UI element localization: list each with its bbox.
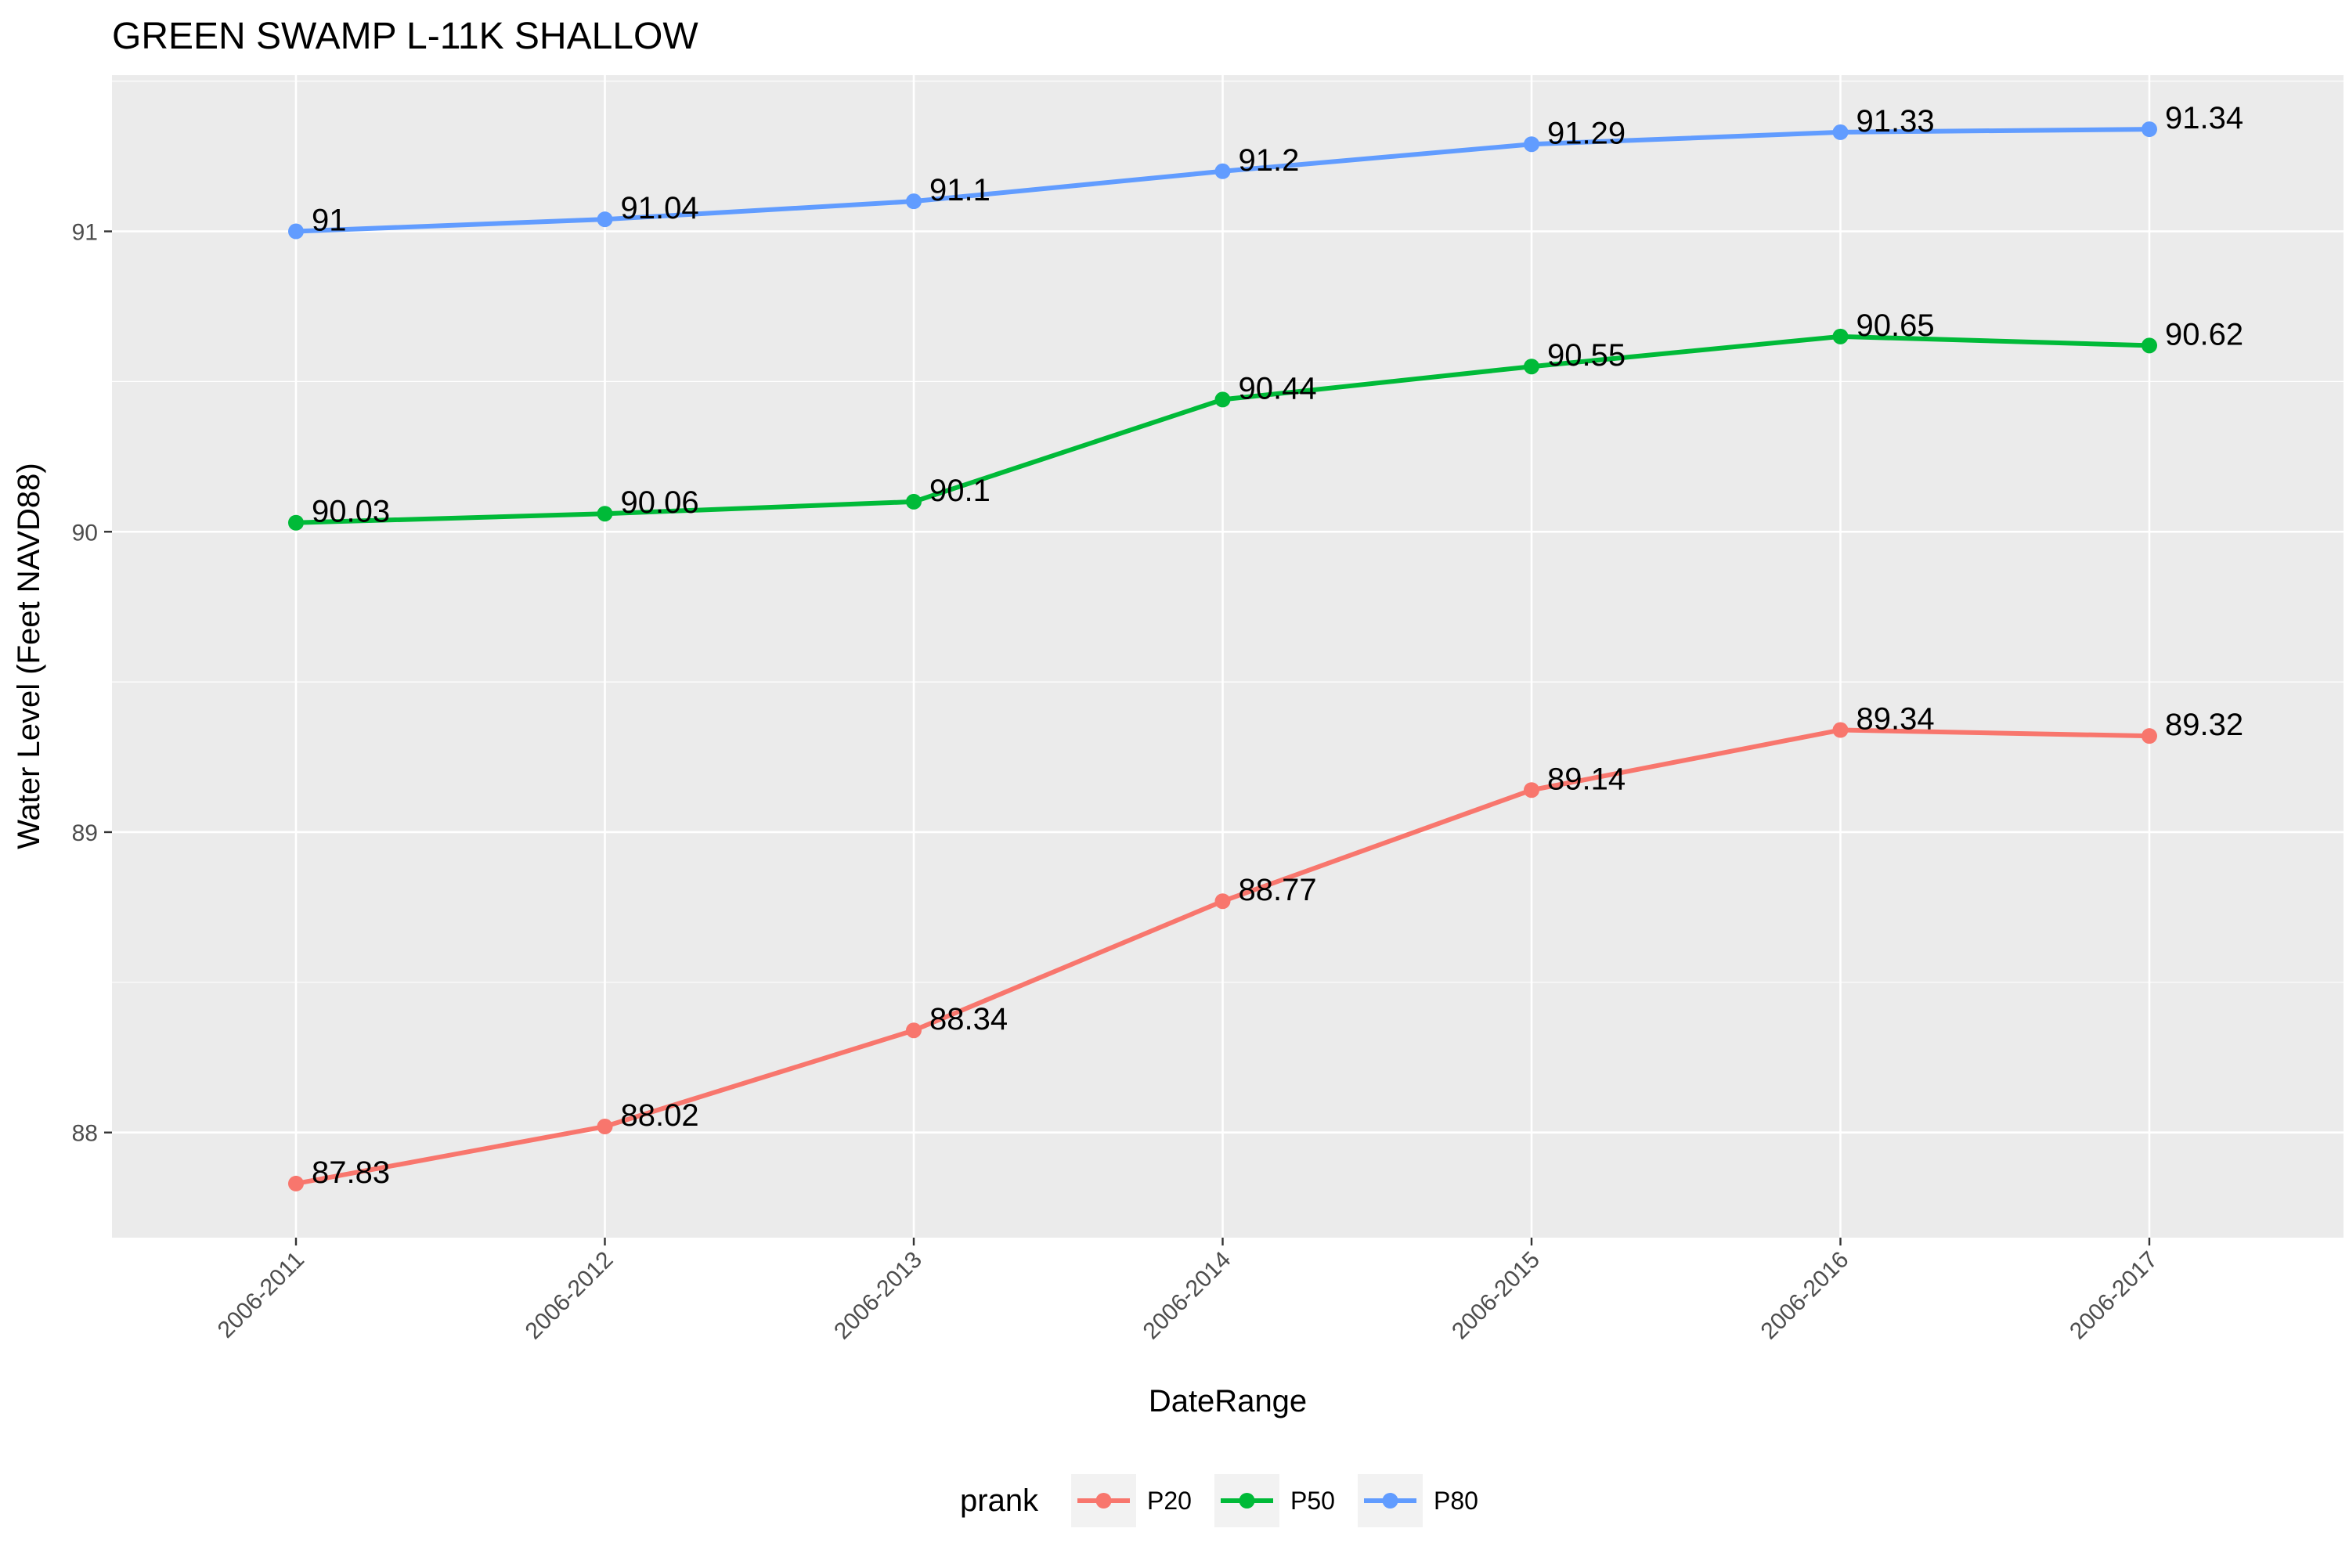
- legend-key-point: [1239, 1493, 1255, 1509]
- data-point: [906, 1022, 922, 1039]
- data-point: [1214, 893, 1231, 910]
- data-point: [597, 1119, 613, 1135]
- data-point: [1524, 136, 1539, 153]
- data-label: 88.77: [1239, 873, 1317, 907]
- data-label: 90.06: [621, 485, 699, 520]
- plot-panel: [112, 75, 2344, 1238]
- legend-key-point: [1095, 1493, 1112, 1509]
- x-tick-label: 2006-2016: [1756, 1247, 1854, 1345]
- y-tick-label: 91: [72, 220, 98, 246]
- data-label: 91.2: [1239, 143, 1300, 178]
- x-tick-label: 2006-2014: [1138, 1247, 1236, 1345]
- data-label: 89.14: [1547, 762, 1626, 796]
- data-label: 89.34: [1856, 702, 1935, 737]
- x-tick-label: 2006-2011: [213, 1247, 309, 1343]
- data-label: 91.29: [1547, 116, 1626, 150]
- data-point: [1524, 359, 1539, 375]
- data-point: [1832, 328, 1849, 344]
- chart-title: GREEN SWAMP L-11K SHALLOW: [112, 16, 698, 57]
- data-point: [1832, 124, 1849, 140]
- data-label: 91: [312, 204, 347, 238]
- data-label: 90.1: [929, 474, 990, 508]
- legend-title: prank: [960, 1483, 1039, 1518]
- legend-key-point: [1382, 1493, 1398, 1509]
- data-point: [2142, 337, 2157, 354]
- y-tick-label: 89: [72, 820, 98, 846]
- legend-label: P50: [1290, 1487, 1335, 1515]
- x-tick-label: 2006-2012: [521, 1247, 619, 1345]
- data-label: 90.55: [1547, 338, 1626, 373]
- data-label: 88.02: [621, 1098, 699, 1133]
- data-label: 91.04: [621, 191, 699, 225]
- data-point: [2142, 121, 2157, 138]
- data-label: 90.62: [2165, 317, 2243, 351]
- x-axis-title: DateRange: [1149, 1384, 1307, 1418]
- data-label: 91.33: [1856, 104, 1935, 139]
- grid-lines: [112, 75, 2344, 1238]
- data-point: [906, 493, 922, 510]
- data-point: [597, 211, 613, 228]
- data-point: [2142, 728, 2157, 744]
- legend-label: P20: [1147, 1487, 1192, 1515]
- data-point: [288, 514, 304, 531]
- y-axis-title: Water Level (Feet NAVD88): [12, 463, 46, 849]
- data-label: 91.34: [2165, 101, 2243, 135]
- data-point: [1524, 782, 1539, 798]
- data-point: [288, 1175, 304, 1191]
- data-label: 87.83: [312, 1155, 390, 1190]
- legend-label: P80: [1434, 1487, 1478, 1515]
- data-label: 91.1: [929, 173, 990, 207]
- data-point: [906, 193, 922, 210]
- data-point: [1832, 722, 1849, 738]
- x-tick-label: 2006-2017: [2065, 1247, 2163, 1345]
- data-label: 90.44: [1239, 371, 1317, 406]
- y-tick-label: 88: [72, 1121, 98, 1147]
- data-point: [1214, 163, 1231, 179]
- data-label: 90.65: [1856, 308, 1935, 343]
- y-tick-label: 90: [72, 520, 98, 546]
- x-tick-label: 2006-2015: [1447, 1247, 1545, 1345]
- x-tick-label: 2006-2013: [829, 1247, 927, 1345]
- data-labels: 87.83 88.02 88.34 88.77 89.14 89.34 89.32 90.03…: [312, 101, 2243, 1190]
- data-point: [1214, 391, 1231, 408]
- data-point: [288, 223, 304, 240]
- data-label: 88.34: [929, 1002, 1008, 1036]
- data-point: [597, 506, 613, 522]
- legend: prank P20 P50 P80: [960, 1474, 1478, 1527]
- data-label: 90.03: [312, 495, 390, 529]
- data-label: 89.32: [2165, 708, 2243, 742]
- series-layer: [288, 121, 2157, 1191]
